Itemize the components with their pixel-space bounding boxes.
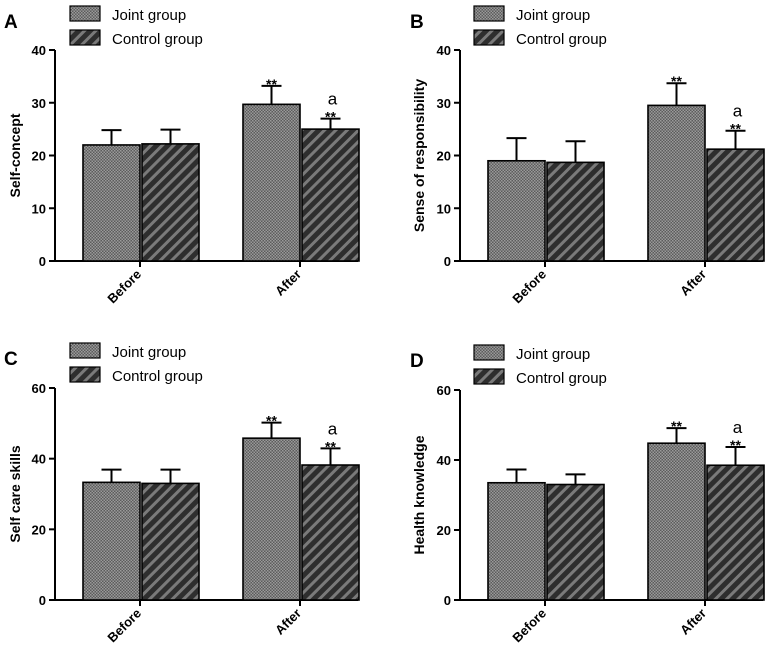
panel-c-significance-marker: ** (266, 413, 277, 429)
panel-b-x-tick-label: Before (509, 267, 549, 307)
panel-a-y-tick-label: 0 (39, 254, 46, 269)
panel-b-y-tick-label: 10 (437, 201, 451, 216)
panel-b-y-tick-label: 40 (437, 43, 451, 58)
panel-b-x-tick-label: After (677, 267, 709, 299)
panel-b-bar-after-joint (647, 104, 706, 262)
panel-d-significance-marker: ** (730, 437, 741, 453)
panel-a-legend-label-1: Joint group (112, 7, 186, 24)
panel-d-bar-after-control (706, 464, 765, 601)
panel-c-legend-label-2: Control group (112, 368, 203, 385)
panel-d-legend-label-2: Control group (516, 370, 607, 387)
panel-d-y-tick-label: 40 (437, 453, 451, 468)
panel-a-bar-after-control (301, 128, 360, 262)
panel-b-y-tick-label: 20 (437, 149, 451, 164)
panel-d-y-tick-label: 0 (444, 593, 451, 608)
panel-b-significance-marker: ** (671, 73, 682, 89)
panel-d-x-tick-label: Before (509, 606, 549, 646)
panel-c-y-tick-label: 20 (32, 522, 46, 537)
panel-b-y-tick-label: 30 (437, 96, 451, 111)
panel-c-y-tick-label: 40 (32, 452, 46, 467)
panel-d-bar-before-control (546, 483, 605, 601)
panel-c-y-tick-label: 0 (39, 593, 46, 608)
panel-b-legend-swatch-1 (473, 5, 505, 22)
panel-c-bar-before-control (141, 482, 200, 601)
panel-a-legend-swatch-1 (69, 5, 101, 22)
panel-a-x-tick-label: Before (104, 267, 144, 307)
panel-d-letter: D (410, 351, 424, 372)
panel-a-legend-swatch-2 (69, 29, 101, 46)
panel-c-legend-label-1: Joint group (112, 344, 186, 361)
panel-b-letter: B (410, 12, 424, 33)
panel-a-bar-after-joint (242, 103, 301, 262)
panel-a-y-tick-label: 10 (32, 201, 46, 216)
panel-d-y-tick-label: 20 (437, 523, 451, 538)
panel-b-bar-before-control (546, 161, 605, 262)
panel-d-legend-label-1: Joint group (516, 346, 590, 363)
panel-a-group-difference-marker: a (328, 90, 338, 109)
panel-c-legend-swatch-2 (69, 366, 101, 383)
panel-d-group-difference-marker: a (733, 418, 743, 437)
panel-b-legend-swatch-2 (473, 29, 505, 46)
panel-b-y-axis-label: Sense of responsibility (411, 79, 427, 232)
panel-c-legend-swatch-1 (69, 342, 101, 359)
panel-d-y-tick-label: 60 (437, 383, 451, 398)
panel-c-bar-after-joint (242, 437, 301, 601)
panel-a-legend-label-2: Control group (112, 31, 203, 48)
panel-c-bar-before-joint (82, 481, 141, 601)
panel-d-legend-swatch-2 (473, 368, 505, 385)
panel-c-y-tick-label: 60 (32, 381, 46, 396)
panel-a-y-axis-label: Self-concept (7, 113, 23, 197)
panel-d-bar-after-joint (647, 442, 706, 601)
panel-b-legend-label-2: Control group (516, 31, 607, 48)
panel-c-bar-after-control (301, 464, 360, 601)
panel-b-legend-label-1: Joint group (516, 7, 590, 24)
panel-c-significance-marker: ** (325, 438, 336, 454)
panel-a-y-tick-label: 20 (32, 149, 46, 164)
panel-c-x-tick-label: Before (104, 606, 144, 646)
panel-a-bar-before-control (141, 143, 200, 262)
panel-b-y-tick-label: 0 (444, 254, 451, 269)
panel-b-significance-marker: ** (730, 121, 741, 137)
panel-a-significance-marker: ** (266, 76, 277, 92)
panel-a-letter: A (4, 12, 18, 33)
panel-a-y-tick-label: 30 (32, 96, 46, 111)
panel-d-legend-swatch-1 (473, 344, 505, 361)
panel-c-y-axis-label: Self care skills (7, 445, 23, 543)
panel-d-x-tick-label: After (677, 606, 709, 638)
panel-d-bar-before-joint (487, 481, 546, 601)
panel-a-y-tick-label: 40 (32, 43, 46, 58)
panel-c-letter: C (4, 349, 18, 370)
panel-c-x-tick-label: After (272, 606, 304, 638)
panel-a-x-tick-label: After (272, 267, 304, 299)
panel-d-significance-marker: ** (671, 418, 682, 434)
panel-d-y-axis-label: Health knowledge (411, 435, 427, 554)
panel-b-bar-before-joint (487, 159, 546, 262)
panel-b-bar-after-control (706, 148, 765, 262)
panel-b-group-difference-marker: a (733, 102, 743, 121)
panel-c-group-difference-marker: a (328, 419, 338, 438)
panel-a-significance-marker: ** (325, 109, 336, 125)
panel-a-bar-before-joint (82, 144, 141, 262)
